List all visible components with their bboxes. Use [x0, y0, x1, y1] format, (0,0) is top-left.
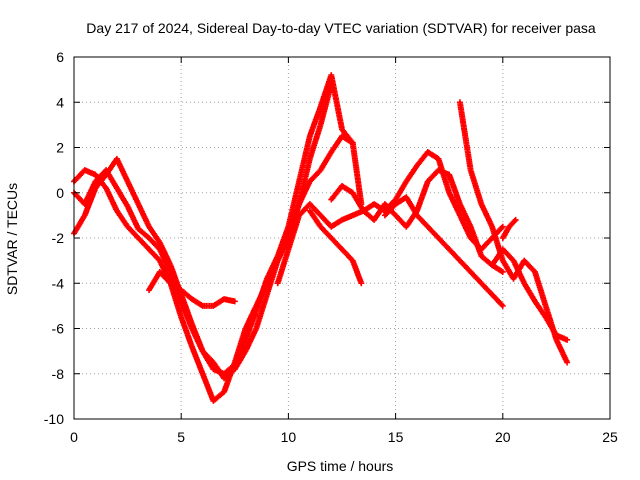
chart-title: Day 217 of 2024, Sidereal Day-to-day VTE… [86, 20, 596, 36]
marker-trail [490, 247, 569, 343]
series-trace-3 [71, 133, 365, 382]
marker-trail [307, 209, 364, 285]
marker-trail [72, 134, 365, 381]
y-tick-label: -6 [52, 321, 65, 337]
y-tick-label: -8 [52, 366, 65, 382]
x-axis-label: GPS time / hours [287, 458, 394, 474]
y-tick-label: -4 [52, 275, 65, 291]
series-trace-10 [489, 246, 571, 343]
y-axis-label: SDTVAR / TECUs [4, 183, 20, 295]
plot-frame [73, 56, 611, 420]
series-trace-8 [381, 194, 506, 309]
series-trace-11 [499, 216, 519, 241]
y-tick-label: 4 [56, 94, 64, 110]
y-tick-label: -10 [44, 411, 64, 427]
y-tick-label: 6 [56, 49, 64, 65]
x-tick-label: 25 [602, 429, 618, 445]
series-trace-4 [146, 268, 238, 309]
marker-trail [329, 167, 505, 275]
series-trace-7 [328, 167, 506, 275]
y-tick-label: 0 [56, 185, 64, 201]
series-layer [71, 72, 571, 404]
marker-trail [383, 195, 505, 308]
x-tick-label: 15 [388, 429, 404, 445]
marker-trail [500, 218, 518, 240]
y-tick-label: 2 [56, 140, 64, 156]
x-tick-label: 20 [495, 429, 511, 445]
marker-trail [146, 270, 237, 309]
x-tick-label: 10 [281, 429, 297, 445]
series-trace-2 [71, 72, 356, 377]
series-trace-6 [306, 207, 365, 287]
x-tick-label: 0 [70, 429, 78, 445]
y-tick-label: -2 [52, 230, 65, 246]
x-tick-label: 5 [177, 429, 185, 445]
marker-trail [71, 73, 355, 377]
